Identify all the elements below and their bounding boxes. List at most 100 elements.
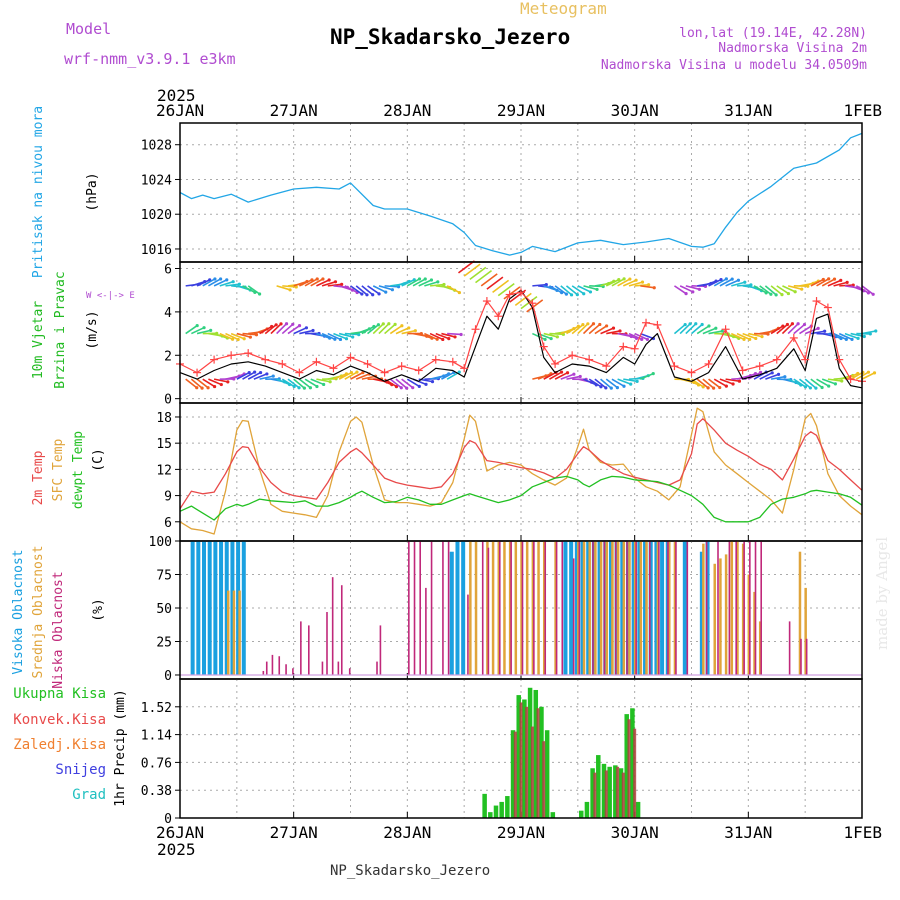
wind-arrow xyxy=(582,323,595,335)
wind-arrow-head xyxy=(417,384,421,389)
wind-arrow-head xyxy=(688,322,692,326)
wind-arrow-head xyxy=(376,323,381,327)
wind-arrow xyxy=(406,378,420,388)
wind-arrow-head xyxy=(271,374,275,378)
y-tick-label: 25 xyxy=(156,635,172,650)
footer-station: NP_Skadarsko_Jezero xyxy=(330,863,490,879)
wind-arrow xyxy=(270,323,282,335)
wind-arrow xyxy=(344,285,358,294)
wind-arrow xyxy=(798,378,811,389)
cloud-bar xyxy=(503,541,506,675)
cloud-bar xyxy=(442,541,444,675)
wind-arrow xyxy=(719,278,733,287)
wind-arrow-head xyxy=(274,323,278,327)
top-date-labels: 26JAN 27JAN 28JAN 29JAN 30JAN 31JAN 1FEB xyxy=(156,101,882,120)
wind-arrow-head xyxy=(423,277,427,281)
wind-arrow-head xyxy=(720,329,724,333)
wind-arrow xyxy=(861,330,876,335)
wind-arrow xyxy=(781,323,793,335)
y-tick-label: 100 xyxy=(149,535,172,550)
cloud-bar xyxy=(728,541,731,675)
cloud-bar xyxy=(798,551,802,675)
cloud-bar xyxy=(497,541,501,675)
wind-arrow xyxy=(247,371,261,380)
y-tick-label: 4 xyxy=(164,306,172,321)
wind-arrow-head xyxy=(683,322,687,327)
wind-arrow-head xyxy=(543,337,547,342)
cloud-bar xyxy=(348,668,351,675)
wind-arrow-head xyxy=(265,372,269,376)
wind-arrow-head xyxy=(294,285,298,289)
cloud-bar xyxy=(469,541,472,675)
elevation-label: Nadmorska Visina 2m xyxy=(718,41,867,56)
wind-arrow xyxy=(236,332,251,338)
wind-arrow xyxy=(293,378,305,389)
wind-arrow xyxy=(793,378,806,388)
cloud-bar xyxy=(631,541,636,675)
top-date-label: 28JAN xyxy=(383,101,431,120)
wind-arrow-head xyxy=(279,322,283,326)
wind-arrow-head xyxy=(856,336,860,340)
wind-unit: (m/s) xyxy=(85,310,100,349)
cloud-bar xyxy=(430,541,433,675)
wind-arrow-head xyxy=(575,293,579,297)
wind-arrow-head xyxy=(195,386,199,390)
wind-arrow-head xyxy=(457,290,462,295)
wind-arrow xyxy=(742,332,757,340)
wind-arrow-head xyxy=(840,379,844,383)
wind-arrow xyxy=(622,279,637,287)
top-date-label: 26JAN xyxy=(156,101,204,120)
wind-arrow-head xyxy=(231,280,235,284)
wind-arrow xyxy=(395,327,410,335)
cloud-bar xyxy=(667,541,669,675)
wind-arrow xyxy=(401,279,415,287)
wind-arrow xyxy=(810,278,824,287)
cloud-bar xyxy=(599,541,603,675)
precip-bar xyxy=(618,768,624,818)
wind-arrow xyxy=(526,299,544,313)
wind-arrow-head xyxy=(572,372,576,376)
wind-arrow-head xyxy=(315,277,319,281)
cloud-bar xyxy=(658,541,660,675)
cloud-bar xyxy=(213,541,218,675)
year-top: 2025 xyxy=(157,86,196,105)
wind-arrow xyxy=(418,332,433,339)
wind-arrow-head xyxy=(390,288,394,292)
wind-arrow xyxy=(685,323,697,335)
wind-arrow xyxy=(185,378,198,389)
cloud-bar xyxy=(719,558,722,675)
cloud-bar xyxy=(207,541,212,675)
wind-arrow xyxy=(793,323,806,335)
wind-arrow-head xyxy=(783,375,787,379)
cloud-bar xyxy=(603,541,606,675)
wind-arrow-head xyxy=(436,280,440,284)
wind-arrow-head xyxy=(736,278,741,282)
y-tick-label: 1020 xyxy=(141,208,172,223)
y-tick-label: 1016 xyxy=(141,243,172,258)
cloud-bar xyxy=(588,541,591,675)
wind-arrow-head xyxy=(384,290,388,294)
wind-arrow-head xyxy=(731,382,735,386)
wind-arrow-head xyxy=(780,293,784,297)
wind-arrow-head xyxy=(365,293,369,297)
wind-arrow xyxy=(492,279,510,294)
wind-arrow-head xyxy=(413,329,417,333)
wind-arrow-head xyxy=(582,292,586,296)
wind-arrow xyxy=(350,371,364,380)
cloud-bar xyxy=(645,541,648,675)
wind-arrow xyxy=(577,285,591,293)
wind-arrow-head xyxy=(770,371,774,375)
wind-arrow xyxy=(583,285,598,291)
y-tick-label: 2 xyxy=(164,349,172,364)
wind-arrow xyxy=(679,285,694,293)
bottom-date-label: 28JAN xyxy=(383,823,431,842)
pressure-panel: 1016 1020 1024 1028 xyxy=(141,122,863,263)
wind-arrow xyxy=(418,279,432,287)
y-tick-label: 75 xyxy=(156,568,172,583)
wind-arrow xyxy=(378,285,393,291)
cloud-bar xyxy=(572,558,575,675)
wind-arrow xyxy=(588,323,601,335)
precip-ylabel-text: 1hr Precip xyxy=(113,728,128,806)
wind-arrow-head xyxy=(242,337,246,341)
